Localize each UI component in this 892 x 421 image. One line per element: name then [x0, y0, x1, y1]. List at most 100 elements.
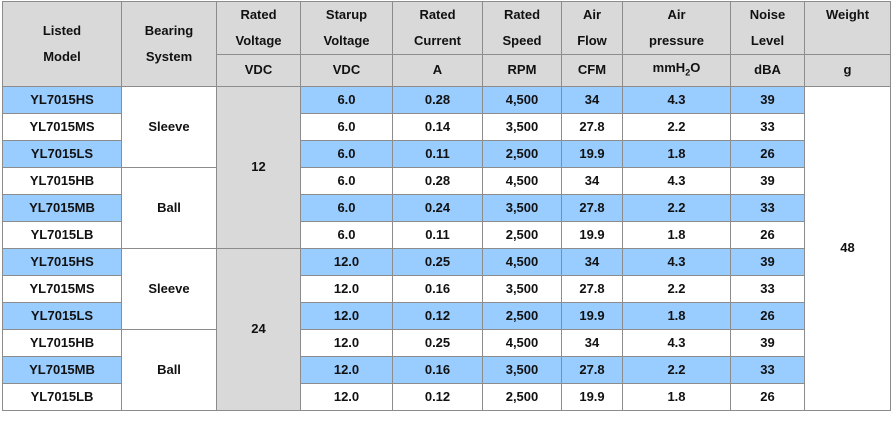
bearing-cell: Ball	[121, 166, 217, 249]
header-text: Speed	[502, 33, 542, 48]
header-noise-level: Noise Level	[730, 1, 805, 55]
unit-speed: RPM	[482, 54, 562, 87]
table-row: YL7015MB 12.0 0.16 3,500 27.8 2.2 33	[2, 355, 891, 384]
header-text: Listed	[42, 22, 82, 38]
rated-voltage-cell: 12	[216, 85, 301, 249]
startup-cell: 6.0	[300, 112, 393, 141]
model-cell: YL7015LS	[2, 301, 122, 330]
unit-weight: g	[804, 54, 891, 87]
startup-cell: 12.0	[300, 274, 393, 303]
model-cell: YL7015MB	[2, 355, 122, 384]
airflow-cell: 34	[561, 85, 623, 114]
header-text: Level	[750, 33, 785, 48]
bearing-cell: Sleeve	[121, 247, 217, 330]
speed-cell: 4,500	[482, 85, 562, 114]
model-cell: YL7015LB	[2, 382, 122, 411]
header-text: Flow	[577, 33, 607, 48]
speed-cell: 3,500	[482, 274, 562, 303]
model-cell: YL7015HB	[2, 166, 122, 195]
noise-cell: 26	[730, 301, 805, 330]
noise-cell: 33	[730, 112, 805, 141]
pressure-cell: 1.8	[622, 220, 731, 249]
airflow-cell: 34	[561, 247, 623, 276]
noise-cell: 39	[730, 85, 805, 114]
header-text: Rated	[503, 7, 541, 22]
model-cell: YL7015MS	[2, 112, 122, 141]
airflow-cell: 19.9	[561, 382, 623, 411]
startup-cell: 6.0	[300, 220, 393, 249]
unit-voltage: VDC	[216, 54, 301, 87]
startup-cell: 12.0	[300, 301, 393, 330]
startup-cell: 6.0	[300, 166, 393, 195]
header-text: Air	[667, 7, 686, 22]
model-cell: YL7015MS	[2, 274, 122, 303]
header-listed-model: Listed Model	[2, 1, 122, 87]
speed-cell: 3,500	[482, 355, 562, 384]
noise-cell: 33	[730, 193, 805, 222]
unit-pressure-text: mmH	[652, 60, 686, 75]
current-cell: 0.25	[392, 247, 483, 276]
unit-pressure-sub: 2	[685, 67, 691, 78]
speed-cell: 2,500	[482, 382, 562, 411]
pressure-cell: 2.2	[622, 355, 731, 384]
startup-cell: 6.0	[300, 139, 393, 168]
unit-row: VDC VDC A RPM CFM mmH2O dBA g	[3, 54, 891, 87]
table-row: YL7015LS 12.0 0.12 2,500 19.9 1.8 26	[2, 301, 891, 330]
header-text: Air	[582, 7, 602, 22]
pressure-cell: 1.8	[622, 301, 731, 330]
model-cell: YL7015LB	[2, 220, 122, 249]
pressure-cell: 2.2	[622, 112, 731, 141]
current-cell: 0.11	[392, 139, 483, 168]
unit-airflow: CFM	[561, 54, 623, 87]
speed-cell: 3,500	[482, 193, 562, 222]
header-text: Voltage	[323, 33, 370, 48]
startup-cell: 12.0	[300, 247, 393, 276]
rated-voltage-cell: 24	[216, 247, 301, 411]
header-text: Bearing	[144, 22, 194, 38]
header-text: pressure	[649, 33, 704, 48]
unit-startup: VDC	[300, 54, 393, 87]
startup-cell: 12.0	[300, 355, 393, 384]
table-row: YL7015LB 12.0 0.12 2,500 19.9 1.8 26	[2, 382, 891, 411]
header-rated-current: Rated Current	[392, 1, 483, 55]
noise-cell: 39	[730, 166, 805, 195]
airflow-cell: 34	[561, 328, 623, 357]
header-rated-voltage: Rated Voltage	[216, 1, 301, 55]
speed-cell: 2,500	[482, 220, 562, 249]
airflow-cell: 27.8	[561, 355, 623, 384]
weight-cell: 48	[804, 85, 891, 411]
startup-cell: 12.0	[300, 328, 393, 357]
noise-cell: 39	[730, 247, 805, 276]
pressure-cell: 4.3	[622, 247, 731, 276]
header-air-flow: Air Flow	[561, 1, 623, 55]
model-cell: YL7015MB	[2, 193, 122, 222]
header-bearing-system: Bearing System	[121, 1, 217, 87]
pressure-cell: 2.2	[622, 274, 731, 303]
header-text: Rated	[240, 7, 277, 22]
model-cell: YL7015HS	[2, 85, 122, 114]
startup-cell: 12.0	[300, 382, 393, 411]
table-row: YL7015LS 6.0 0.11 2,500 19.9 1.8 26	[2, 139, 891, 168]
pressure-cell: 1.8	[622, 139, 731, 168]
unit-pressure: mmH2O	[622, 54, 731, 87]
startup-cell: 6.0	[300, 193, 393, 222]
current-cell: 0.16	[392, 274, 483, 303]
airflow-cell: 27.8	[561, 193, 623, 222]
speed-cell: 4,500	[482, 247, 562, 276]
table-row: YL7015MB 6.0 0.24 3,500 27.8 2.2 33	[2, 193, 891, 222]
table-row: YL7015HB Ball 6.0 0.28 4,500 34 4.3 39	[2, 166, 891, 249]
noise-cell: 33	[730, 274, 805, 303]
speed-cell: 4,500	[482, 328, 562, 357]
airflow-cell: 34	[561, 166, 623, 195]
noise-cell: 26	[730, 382, 805, 411]
header-weight: Weight	[804, 1, 891, 55]
speed-cell: 4,500	[482, 166, 562, 195]
table-body: YL7015HS Sleeve 12 6.0 0.28 4,500 34 4.3 39 48 YL7…	[2, 85, 891, 411]
pressure-cell: 4.3	[622, 166, 731, 195]
table-row: YL7015HS Sleeve 24 12.0 0.25 4,500 34 4.3 39	[2, 247, 891, 411]
current-cell: 0.12	[392, 301, 483, 330]
pressure-cell: 4.3	[622, 328, 731, 357]
header-text: Starup	[325, 7, 368, 22]
current-cell: 0.14	[392, 112, 483, 141]
header-text: Current	[414, 33, 461, 48]
